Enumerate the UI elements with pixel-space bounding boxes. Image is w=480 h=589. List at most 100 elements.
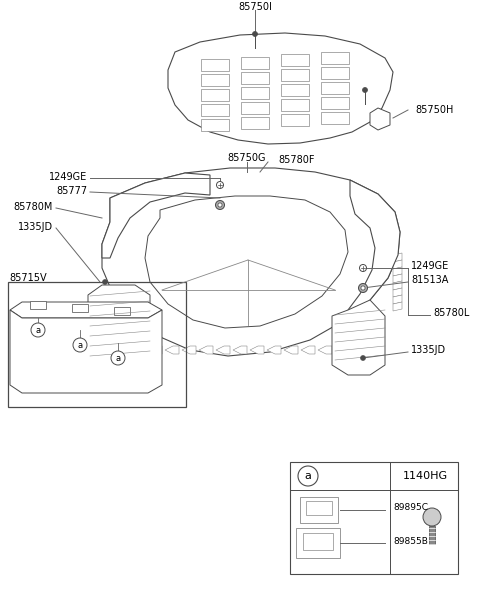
Polygon shape <box>216 346 230 354</box>
Polygon shape <box>103 335 112 344</box>
Polygon shape <box>393 274 402 283</box>
Polygon shape <box>233 346 247 354</box>
Polygon shape <box>300 497 338 523</box>
Polygon shape <box>201 74 229 86</box>
Text: a: a <box>305 471 312 481</box>
Polygon shape <box>241 72 269 84</box>
Circle shape <box>362 88 368 92</box>
Polygon shape <box>393 253 402 262</box>
Circle shape <box>73 338 87 352</box>
Text: 85780L: 85780L <box>433 308 469 318</box>
Circle shape <box>423 508 441 526</box>
Polygon shape <box>103 347 112 356</box>
Text: 89855B: 89855B <box>393 537 428 545</box>
Polygon shape <box>281 54 309 66</box>
Polygon shape <box>281 99 309 111</box>
Polygon shape <box>201 104 229 116</box>
Text: 81513A: 81513A <box>411 275 448 285</box>
Circle shape <box>360 264 367 272</box>
Polygon shape <box>88 285 150 370</box>
Polygon shape <box>241 117 269 129</box>
Polygon shape <box>267 346 281 354</box>
Polygon shape <box>148 346 162 354</box>
Bar <box>290 462 458 574</box>
Polygon shape <box>335 346 349 354</box>
Text: 1249GE: 1249GE <box>49 172 87 182</box>
Polygon shape <box>321 112 349 124</box>
Polygon shape <box>201 89 229 101</box>
Polygon shape <box>103 305 112 314</box>
Polygon shape <box>199 346 213 354</box>
Text: 1249GE: 1249GE <box>411 261 449 271</box>
Polygon shape <box>318 346 332 354</box>
Polygon shape <box>182 346 196 354</box>
Circle shape <box>103 280 108 284</box>
Circle shape <box>361 286 365 290</box>
Polygon shape <box>393 267 402 276</box>
Polygon shape <box>393 281 402 290</box>
Text: 1335JD: 1335JD <box>18 222 53 232</box>
Polygon shape <box>103 299 112 308</box>
Polygon shape <box>296 528 340 558</box>
Text: 85780M: 85780M <box>13 202 53 212</box>
Polygon shape <box>321 82 349 94</box>
Polygon shape <box>102 173 210 258</box>
Text: a: a <box>36 326 41 335</box>
Text: 85777: 85777 <box>56 186 87 196</box>
Polygon shape <box>303 533 333 550</box>
Polygon shape <box>168 33 393 144</box>
Polygon shape <box>30 301 46 309</box>
Polygon shape <box>301 346 315 354</box>
Circle shape <box>298 466 318 486</box>
Polygon shape <box>241 102 269 114</box>
Polygon shape <box>114 307 130 315</box>
Text: 85750H: 85750H <box>415 105 454 115</box>
Text: 85750I: 85750I <box>238 2 272 12</box>
Polygon shape <box>348 180 400 316</box>
Polygon shape <box>429 526 435 544</box>
Circle shape <box>360 356 365 360</box>
Polygon shape <box>321 67 349 79</box>
Polygon shape <box>10 302 162 318</box>
Polygon shape <box>165 346 179 354</box>
Text: a: a <box>77 340 83 349</box>
Polygon shape <box>103 317 112 326</box>
Polygon shape <box>306 501 332 515</box>
Polygon shape <box>393 260 402 269</box>
Polygon shape <box>103 341 112 350</box>
Polygon shape <box>241 87 269 99</box>
Polygon shape <box>250 346 264 354</box>
Polygon shape <box>281 114 309 126</box>
Polygon shape <box>103 323 112 332</box>
Polygon shape <box>145 196 348 328</box>
Polygon shape <box>393 295 402 304</box>
Polygon shape <box>321 97 349 109</box>
Circle shape <box>359 283 368 293</box>
Polygon shape <box>103 293 112 302</box>
Text: 1140HG: 1140HG <box>402 471 447 481</box>
Polygon shape <box>201 59 229 71</box>
Circle shape <box>111 351 125 365</box>
Circle shape <box>31 323 45 337</box>
Polygon shape <box>370 108 390 130</box>
Text: a: a <box>115 353 120 362</box>
Polygon shape <box>72 304 88 312</box>
Circle shape <box>216 181 224 188</box>
Text: 85780F: 85780F <box>278 155 314 165</box>
Polygon shape <box>321 52 349 64</box>
Polygon shape <box>393 302 402 311</box>
Circle shape <box>252 31 257 37</box>
Polygon shape <box>102 168 400 356</box>
Circle shape <box>216 200 225 210</box>
Polygon shape <box>103 311 112 320</box>
Polygon shape <box>332 300 385 375</box>
Polygon shape <box>10 310 162 393</box>
Polygon shape <box>393 288 402 297</box>
Text: 85750G: 85750G <box>228 153 266 163</box>
Circle shape <box>218 203 222 207</box>
Text: 85715V: 85715V <box>9 273 47 283</box>
Polygon shape <box>241 57 269 69</box>
Polygon shape <box>284 346 298 354</box>
Polygon shape <box>281 84 309 96</box>
Polygon shape <box>281 69 309 81</box>
